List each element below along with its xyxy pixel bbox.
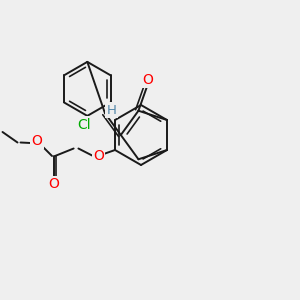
Text: Cl: Cl — [77, 118, 91, 132]
Text: O: O — [48, 178, 59, 191]
Text: O: O — [32, 134, 43, 148]
Text: O: O — [142, 73, 153, 87]
Text: O: O — [93, 149, 104, 163]
Text: H: H — [106, 104, 116, 117]
